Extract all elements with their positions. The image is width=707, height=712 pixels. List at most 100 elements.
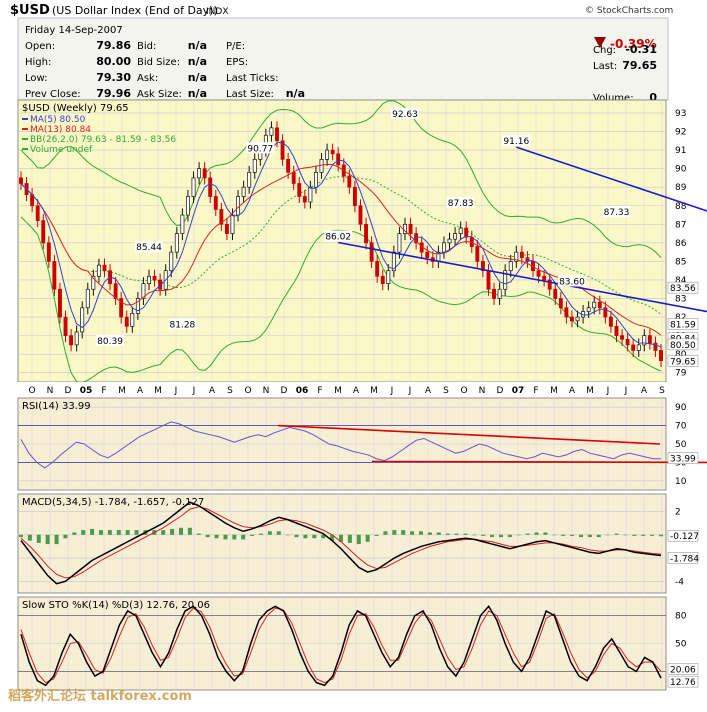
x-tick-label: S bbox=[227, 386, 233, 396]
price-candle bbox=[63, 316, 68, 336]
price-candle bbox=[519, 251, 524, 259]
price-candle bbox=[80, 307, 85, 333]
quote-label: EPS: bbox=[226, 57, 248, 68]
price-candle bbox=[380, 275, 385, 285]
macd-histogram-bar bbox=[205, 534, 210, 538]
rsi-support-line bbox=[371, 460, 707, 464]
last-value-label-box bbox=[667, 355, 699, 367]
x-axis: O N D 05 F M A M J J A S O N D 06 F M A M J J A S O N D 07 F M A M J J A S bbox=[18, 382, 666, 396]
price-candle bbox=[486, 270, 491, 290]
price-candle bbox=[442, 242, 446, 253]
macd-histogram-bar bbox=[107, 530, 112, 535]
x-tick-label: A bbox=[569, 386, 576, 396]
macd-histogram-bar bbox=[45, 534, 50, 545]
macd-histogram-bar bbox=[383, 531, 388, 535]
price-candle bbox=[364, 223, 368, 244]
down-arrow-icon bbox=[594, 37, 606, 48]
x-tick-label: D bbox=[281, 386, 288, 396]
x-tick-label: S bbox=[659, 386, 665, 396]
price-candle bbox=[592, 301, 597, 309]
quote-value: n/a bbox=[188, 71, 207, 84]
x-axis-band bbox=[18, 382, 666, 396]
price-annotation: 85.44 bbox=[136, 243, 162, 253]
price-annotation-box bbox=[446, 196, 475, 208]
quote-label: Ask Size: bbox=[137, 89, 182, 100]
sto-d-line bbox=[20, 607, 662, 684]
quote-label: Prev Close: bbox=[25, 89, 81, 100]
price-candle bbox=[536, 270, 541, 277]
price-candle bbox=[425, 251, 430, 259]
price-candle bbox=[608, 316, 613, 327]
rsi-trendline bbox=[277, 424, 661, 445]
macd-histogram-bar bbox=[561, 534, 566, 536]
last-value-label: 83.56 bbox=[670, 284, 696, 294]
quote-label: Open: bbox=[25, 41, 55, 52]
quote-label: Volume: bbox=[593, 93, 634, 104]
macd-histogram-bar bbox=[463, 533, 468, 535]
legend-entry: Volume undef bbox=[30, 145, 93, 155]
macd-histogram-bar bbox=[125, 530, 130, 535]
macd-histogram-bar bbox=[365, 534, 370, 542]
x-tick-label: J bbox=[174, 386, 178, 396]
macd-histogram-bar bbox=[472, 534, 477, 536]
panel-title: MACD(5,34,5) -1.784, -1.657, -0.127 bbox=[22, 497, 204, 508]
macd-histogram-bar bbox=[276, 531, 281, 535]
macd-histogram-bar bbox=[525, 533, 530, 535]
copyright: © StockCharts.com bbox=[585, 6, 673, 16]
macd-last-label-box bbox=[667, 529, 699, 542]
price-candle bbox=[286, 159, 291, 173]
price-candle bbox=[252, 159, 257, 173]
price-candle bbox=[631, 344, 636, 351]
price-candle bbox=[558, 298, 563, 309]
y-tick-label: 10 bbox=[675, 477, 687, 487]
x-tick-label: J bbox=[606, 386, 610, 396]
price-candle bbox=[35, 205, 40, 221]
sto-last-label-box bbox=[667, 675, 699, 688]
last-value-label: 81.59 bbox=[670, 321, 696, 331]
sto-k-line bbox=[20, 605, 662, 687]
y-tick-label: 80 bbox=[675, 350, 687, 360]
macd-histogram-bar bbox=[241, 534, 246, 540]
sto-last-label-box bbox=[667, 663, 699, 675]
price-candle bbox=[152, 275, 157, 281]
price-candle bbox=[347, 175, 352, 188]
macd-histogram-bar bbox=[294, 534, 299, 538]
x-tick-label: M bbox=[370, 386, 378, 396]
macd-histogram-bar bbox=[339, 534, 343, 542]
x-tick-label: M bbox=[334, 386, 342, 396]
price-candle bbox=[614, 325, 619, 336]
quote-value: n/a bbox=[188, 39, 207, 52]
price-candle bbox=[91, 275, 96, 290]
macd-histogram-bar bbox=[134, 530, 139, 535]
macd-histogram-bar bbox=[347, 534, 352, 543]
x-tick-label: O bbox=[28, 386, 35, 396]
y-tick-label: 87 bbox=[675, 220, 686, 230]
macd-histogram-bar bbox=[321, 534, 326, 539]
macd-histogram-bar bbox=[650, 534, 655, 536]
price-candle bbox=[330, 149, 335, 155]
y-tick-label: 84 bbox=[675, 276, 687, 286]
price-candle bbox=[52, 261, 57, 290]
price-candle bbox=[625, 338, 630, 346]
price-annotation-box bbox=[96, 334, 125, 346]
price-candle bbox=[19, 177, 23, 184]
macd-histogram-bar bbox=[285, 534, 290, 536]
price-annotation: 90.77 bbox=[247, 144, 273, 154]
quote-table: Open: 79.86 Bid: n/a P/E: Chg: -0.31 High: 80.00… bbox=[25, 39, 657, 104]
price-candle bbox=[269, 127, 274, 136]
price-candle bbox=[41, 220, 46, 244]
price-annotation: 92.63 bbox=[392, 110, 418, 120]
price-candle bbox=[642, 335, 647, 346]
price-candle bbox=[475, 246, 480, 262]
x-tick-label: J bbox=[408, 386, 412, 396]
macd-histogram-bar bbox=[187, 527, 192, 535]
price-candle bbox=[46, 242, 51, 262]
price-candle bbox=[653, 342, 658, 351]
price-candle bbox=[208, 177, 213, 197]
macd-histogram-bar bbox=[250, 534, 255, 536]
price-candle bbox=[408, 223, 413, 234]
bollinger-middle bbox=[20, 176, 662, 315]
price-candle bbox=[102, 264, 107, 272]
price-candle bbox=[570, 316, 574, 322]
